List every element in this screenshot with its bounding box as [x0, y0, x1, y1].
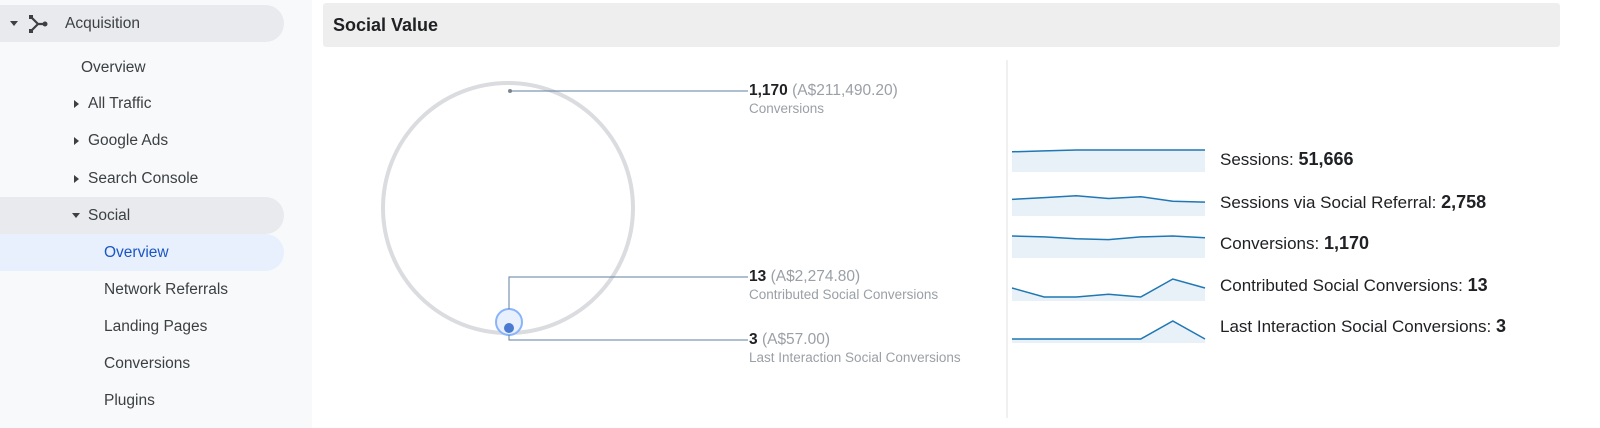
metric-value: 2,758: [1441, 192, 1487, 212]
callout-amount: (A$57.00): [761, 331, 831, 348]
metric-label: Contributed Social Conversions:: [1220, 276, 1463, 295]
nav-label: Plugins: [104, 391, 155, 409]
nav-label: Overview: [104, 243, 169, 261]
chevron-right-icon: [74, 174, 79, 183]
metric-last-interaction: Last Interaction Social Conversions: 3: [1220, 316, 1506, 337]
metric-value: 1,170: [1323, 233, 1369, 253]
chevron-right-icon: [74, 136, 79, 145]
nav-conversions[interactable]: Conversions: [0, 345, 284, 382]
leader-line-last: [508, 335, 748, 341]
nav-network-referrals[interactable]: Network Referrals: [0, 271, 284, 308]
nav-label: Conversions: [104, 354, 191, 372]
callout-label: Last Interaction Social Conversions: [749, 350, 961, 365]
leader-line-contributed: [508, 276, 748, 309]
sparkline: [1011, 278, 1206, 298]
acquisition-icon: [29, 14, 48, 33]
nav-label: Google Ads: [88, 131, 169, 149]
nav-all-traffic[interactable]: All Traffic: [0, 85, 284, 122]
nav-label: All Traffic: [88, 94, 152, 112]
metric-label: Sessions:: [1220, 150, 1294, 169]
chevron-down-icon: [72, 213, 80, 218]
metric-conversions: Conversions: 1,170: [1220, 233, 1369, 254]
metric-label: Last Interaction Social Conversions:: [1220, 317, 1492, 336]
sparkline: [1011, 195, 1206, 203]
metric-sessions: Sessions: 51,666: [1220, 149, 1354, 170]
nav-search-console[interactable]: Search Console: [0, 160, 284, 197]
nav-label: Search Console: [88, 169, 199, 187]
metric-contributed: Contributed Social Conversions: 13: [1220, 275, 1488, 296]
metric-value: 3: [1495, 316, 1506, 336]
nav-label: Social: [88, 206, 131, 224]
sparkline: [1011, 235, 1206, 241]
nav-label: Overview: [81, 58, 146, 76]
callout-conversions: 1,170 (A$211,490.20) Conversions: [749, 82, 898, 116]
nav-acquisition[interactable]: Acquisition: [0, 5, 284, 42]
callout-amount: (A$211,490.20): [792, 82, 898, 99]
sparkline-fill: [1012, 321, 1205, 343]
chevron-down-icon: [10, 21, 18, 26]
callout-amount: (A$2,274.80): [770, 268, 861, 285]
callout-value: 13: [749, 268, 767, 285]
last-interaction-circle: [504, 323, 514, 333]
section-header: Social Value: [323, 3, 1560, 47]
nav-social[interactable]: Social: [0, 197, 284, 234]
callout-value: 3: [749, 331, 758, 348]
sparkline: [1011, 149, 1205, 153]
nav-acquisition-overview[interactable]: Overview: [0, 49, 284, 86]
metric-label: Sessions via Social Referral:: [1220, 193, 1437, 212]
nav-label: Acquisition: [65, 14, 140, 32]
sparkline-fill: [1012, 279, 1205, 301]
nav-social-overview[interactable]: Overview: [0, 234, 284, 271]
callout-contributed: 13 (A$2,274.80) Contributed Social Conver…: [749, 268, 938, 302]
callout-last-interaction: 3 (A$57.00) Last Interaction Social Conve…: [749, 331, 961, 365]
nav-label: Network Referrals: [104, 280, 229, 298]
metric-value: 51,666: [1298, 149, 1354, 169]
sidebar: Acquisition Overview All Traffic Google …: [0, 0, 312, 428]
sparkline: [1012, 320, 1206, 340]
chevron-right-icon: [74, 99, 79, 108]
callout-label: Contributed Social Conversions: [749, 287, 939, 302]
conversions-circle: [381, 81, 635, 335]
section-title: Social Value: [333, 15, 439, 35]
sparkline-fill: [1012, 195, 1205, 216]
nav-label: Landing Pages: [104, 317, 208, 335]
metric-label: Conversions:: [1220, 234, 1320, 253]
nav-plugins[interactable]: Plugins: [0, 382, 284, 419]
sparkline-fill: [1012, 150, 1205, 172]
callout-label: Conversions: [749, 101, 825, 116]
sparkline-fill: [1012, 236, 1205, 258]
callout-value: 1,170: [749, 82, 788, 99]
metric-social-referral: Sessions via Social Referral: 2,758: [1220, 192, 1486, 213]
metric-value: 13: [1467, 275, 1488, 295]
nav-landing-pages[interactable]: Landing Pages: [0, 308, 284, 345]
nav-google-ads[interactable]: Google Ads: [0, 122, 284, 159]
